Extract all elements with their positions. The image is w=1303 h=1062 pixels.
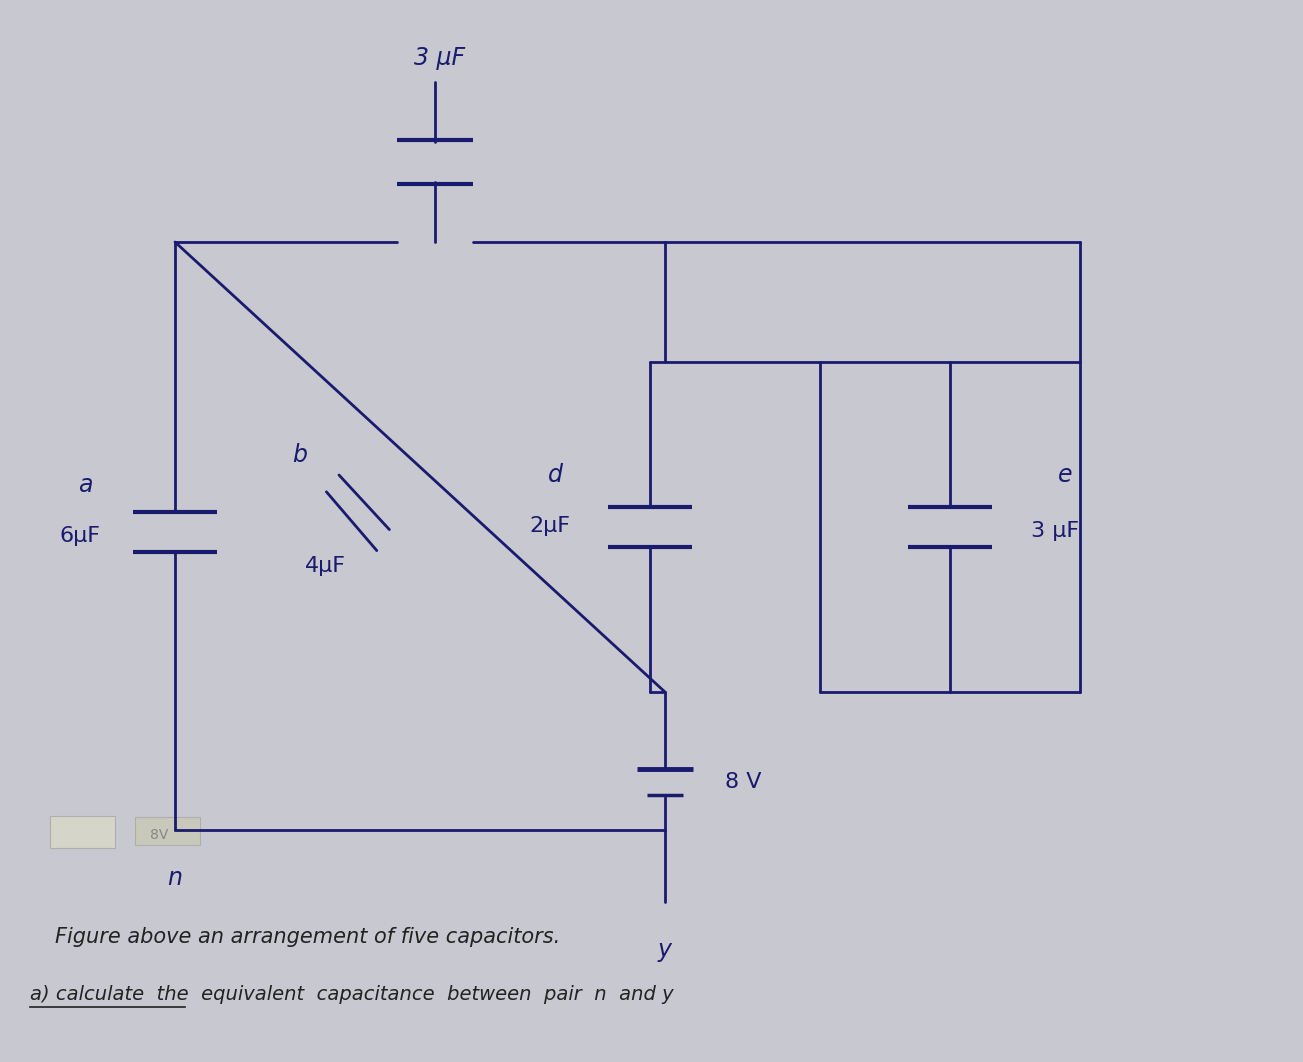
Text: b: b (292, 443, 308, 467)
Text: 3 μF: 3 μF (414, 46, 465, 70)
Bar (50, 816, 115, 847)
Bar (136, 817, 199, 845)
Text: 3 μF: 3 μF (1031, 521, 1079, 541)
Text: d: d (547, 463, 563, 487)
Text: 8V: 8V (150, 828, 168, 842)
Text: a: a (78, 473, 93, 497)
Text: 8 V: 8 V (724, 772, 761, 792)
Text: y: y (658, 938, 672, 962)
Text: a) calculate  the  equivalent  capacitance  between  pair  n  and y: a) calculate the equivalent capacitance … (30, 984, 674, 1004)
Text: n: n (168, 866, 182, 890)
Text: Figure above an arrangement of five capacitors.: Figure above an arrangement of five capa… (55, 927, 560, 947)
Text: 4μF: 4μF (305, 556, 345, 576)
Text: e: e (1058, 463, 1072, 487)
Text: 2μF: 2μF (529, 516, 571, 536)
Text: 6μF: 6μF (60, 526, 100, 546)
